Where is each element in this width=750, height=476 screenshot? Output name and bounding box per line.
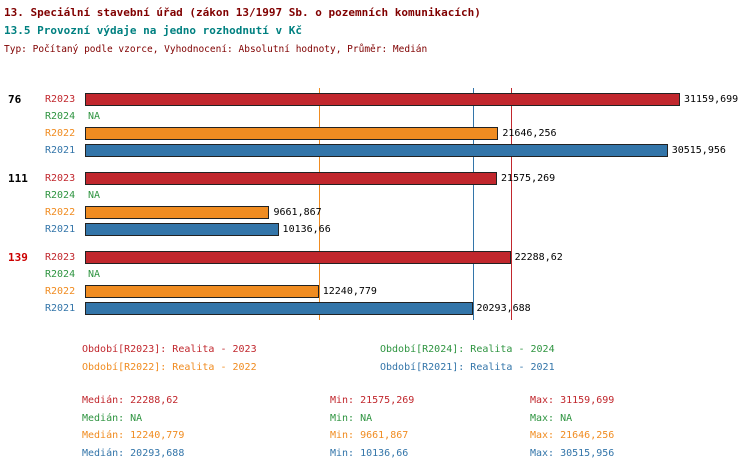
- group-label: 76: [8, 93, 22, 106]
- chart-title: 13. Speciální stavební úřad (zákon 13/19…: [4, 6, 481, 19]
- stat-max-r2024: Max: NA: [530, 413, 573, 424]
- chart-meta: Typ: Počítaný podle vzorce, Vyhodnocení:…: [4, 44, 428, 55]
- bar-value-label: 21646,256: [502, 128, 557, 139]
- stat-min-r2023: Min: 21575,269: [330, 395, 415, 406]
- bar-value-label: 22288,62: [514, 252, 563, 263]
- na-label: NA: [88, 269, 101, 280]
- bar-value-label: 20293,688: [476, 303, 531, 314]
- stat-max-r2023: Max: 31159,699: [530, 395, 615, 406]
- series-label-r2024: R2024: [45, 190, 76, 201]
- series-label-r2021: R2021: [45, 303, 76, 314]
- stat-median-r2021: Medián: 20293,688: [82, 448, 185, 459]
- na-label: NA: [88, 111, 101, 122]
- bar-value-label: 9661,867: [273, 207, 322, 218]
- stat-min-r2024: Min: NA: [330, 413, 373, 424]
- stat-median-r2023: Medián: 22288,62: [82, 395, 179, 406]
- median-line-r2023: [510, 88, 512, 320]
- series-label-r2023: R2023: [45, 94, 76, 105]
- series-label-r2023: R2023: [45, 173, 76, 184]
- median-line-r2021: [472, 88, 474, 320]
- bar-r2022: [85, 206, 269, 219]
- bar-r2023: [85, 251, 511, 264]
- legend-item-r2023: Období[R2023]: Realita - 2023: [82, 344, 257, 355]
- stat-max-r2022: Max: 21646,256: [530, 430, 615, 441]
- bar-r2023: [85, 93, 680, 106]
- chart-subtitle: 13.5 Provozní výdaje na jedno rozhodnutí…: [4, 24, 303, 37]
- bar-r2022: [85, 285, 319, 298]
- bar-value-label: 21575,269: [500, 173, 556, 184]
- legend-item-r2022: Období[R2022]: Realita - 2022: [82, 362, 257, 373]
- series-label-r2022: R2022: [45, 207, 76, 218]
- bar-r2023: [85, 172, 497, 185]
- legend-item-r2021: Období[R2021]: Realita - 2021: [380, 362, 555, 373]
- series-label-r2021: R2021: [45, 224, 76, 235]
- bar-r2022: [85, 127, 498, 140]
- series-label-r2024: R2024: [45, 269, 76, 280]
- group-label: 111: [8, 172, 28, 185]
- stat-max-r2021: Max: 30515,956: [530, 448, 615, 459]
- bar-value-label: 31159,699: [684, 94, 739, 105]
- bar-r2021: [85, 223, 279, 236]
- series-label-r2023: R2023: [45, 252, 76, 263]
- series-label-r2022: R2022: [45, 286, 76, 297]
- series-label-r2022: R2022: [45, 128, 76, 139]
- stat-min-r2022: Min: 9661,867: [330, 430, 409, 441]
- stat-median-r2024: Medián: NA: [82, 413, 143, 424]
- na-label: NA: [88, 190, 101, 201]
- stat-median-r2022: Medián: 12240,779: [82, 430, 185, 441]
- group-label: 139: [8, 251, 28, 264]
- bar-value-label: 30515,956: [671, 145, 726, 156]
- bar-value-label: 10136,66: [282, 224, 331, 235]
- bar-value-label: 12240,779: [322, 286, 377, 297]
- bar-r2021: [85, 144, 668, 157]
- median-line-r2022: [318, 88, 320, 320]
- series-label-r2024: R2024: [45, 111, 76, 122]
- legend-item-r2024: Období[R2024]: Realita - 2024: [380, 344, 555, 355]
- stat-min-r2021: Min: 10136,66: [330, 448, 409, 459]
- series-label-r2021: R2021: [45, 145, 76, 156]
- bar-r2021: [85, 302, 473, 315]
